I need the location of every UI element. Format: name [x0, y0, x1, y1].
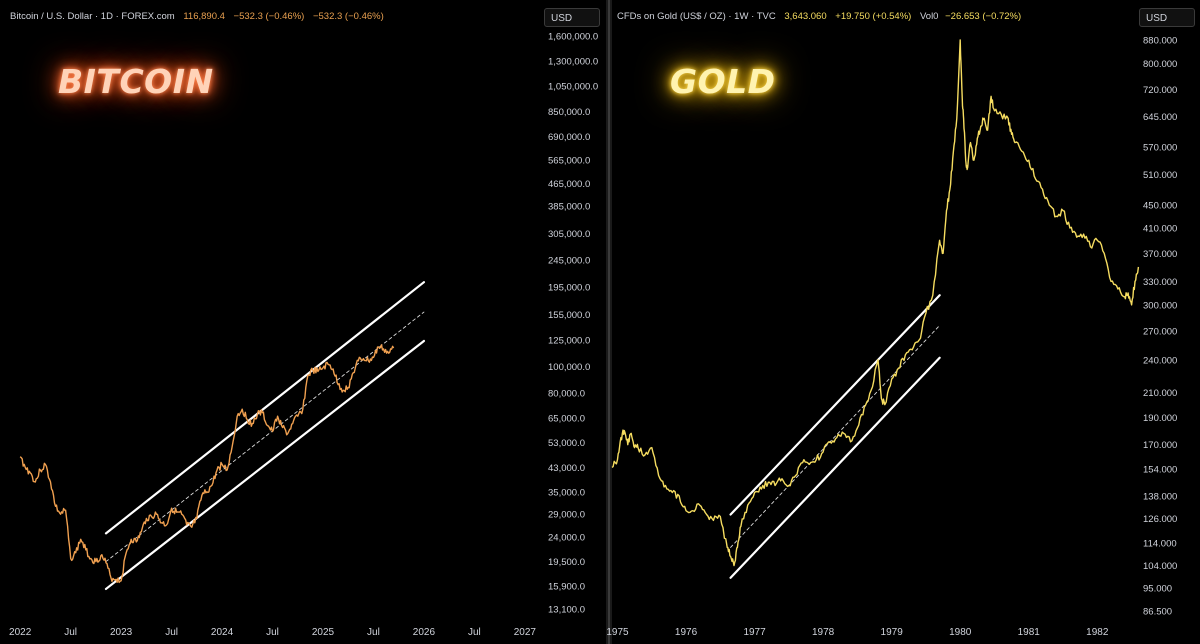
btc-x-tick-label: Jul	[468, 627, 481, 638]
gold-y-tick-label: 95.000	[1143, 583, 1172, 594]
gold-y-tick-label: 126.000	[1143, 514, 1177, 525]
gold-x-tick-label: 1982	[1086, 627, 1109, 638]
btc-y-tick-label: 35,000.0	[548, 487, 585, 498]
bitcoin-chart-panel	[0, 0, 606, 644]
gold-y-tick-label: 170.000	[1143, 440, 1177, 451]
gold-y-tick-label: 270.000	[1143, 326, 1177, 337]
btc-x-tick-label: 2025	[312, 627, 335, 638]
gold-x-tick-label: 1978	[812, 627, 835, 638]
gold-x-tick-label: 1977	[743, 627, 766, 638]
btc-x-tick-label: 2026	[413, 627, 436, 638]
btc-y-tick-label: 305,000.0	[548, 229, 590, 240]
gold-chart-panel	[612, 0, 1200, 644]
gold-x-tick-label: 1981	[1018, 627, 1041, 638]
gold-channel-mid-dashed-line	[730, 324, 941, 548]
gold-x-tick-label: 1976	[675, 627, 698, 638]
gold-y-tick-label: 570.000	[1143, 142, 1177, 153]
gold-y-tick-label: 138.000	[1143, 492, 1177, 503]
btc-change-2: −532.3 (−0.46%)	[312, 11, 384, 22]
btc-channel-upper-line	[104, 281, 426, 535]
gold-y-tick-label: 720.000	[1143, 85, 1177, 96]
btc-change: −532.3 (−0.46%)	[233, 11, 305, 22]
gold-channel-lower-line	[729, 356, 941, 579]
gold-y-tick-label: 410.000	[1143, 223, 1177, 234]
gold-y-tick-label: 450.000	[1143, 201, 1177, 212]
btc-y-tick-label: 80,000.0	[548, 389, 585, 400]
btc-x-tick-label: 2022	[9, 627, 32, 638]
btc-channel-mid-dashed-line	[105, 311, 425, 563]
bitcoin-neon-title: BITCOIN	[58, 62, 214, 101]
gold-y-tick-label: 645.000	[1143, 112, 1177, 123]
gold-y-tick-label: 300.000	[1143, 300, 1177, 311]
btc-y-tick-label: 1,050,000.0	[548, 82, 598, 93]
btc-y-tick-label: 850,000.0	[548, 107, 590, 118]
btc-y-tick-label: 245,000.0	[548, 255, 590, 266]
btc-x-tick-label: 2024	[211, 627, 234, 638]
btc-y-tick-label: 690,000.0	[548, 132, 590, 143]
gold-y-tick-label: 190.000	[1143, 413, 1177, 424]
gold-header: CFDs on Gold (US$ / OZ) · 1W · TVC 3,643…	[617, 11, 1027, 22]
gold-y-tick-label: 240.000	[1143, 355, 1177, 366]
gold-price-series-line	[611, 39, 1140, 567]
gold-y-tick-label: 510.000	[1143, 170, 1177, 181]
btc-currency-button[interactable]: USD	[544, 8, 600, 27]
gold-y-tick-label: 330.000	[1143, 277, 1177, 288]
gold-vol-change: −26.653 (−0.72%)	[945, 11, 1022, 22]
panel-divider[interactable]	[606, 0, 612, 644]
btc-y-tick-label: 24,000.0	[548, 532, 585, 543]
btc-symbol[interactable]: Bitcoin / U.S. Dollar · 1D · FOREX.com	[10, 11, 175, 22]
btc-y-tick-label: 1,600,000.0	[548, 32, 598, 43]
gold-y-tick-label: 114.000	[1143, 539, 1177, 550]
btc-price: 116,890.4	[183, 11, 225, 22]
gold-change: +19.750 (+0.54%)	[835, 11, 912, 22]
gold-symbol[interactable]: CFDs on Gold (US$ / OZ) · 1W · TVC	[617, 11, 776, 22]
btc-y-tick-label: 100,000.0	[548, 362, 590, 373]
btc-y-tick-label: 1,300,000.0	[548, 56, 598, 67]
btc-y-tick-label: 13,100.0	[548, 605, 585, 616]
btc-y-tick-label: 195,000.0	[548, 282, 590, 293]
btc-x-tick-label: Jul	[165, 627, 178, 638]
btc-y-tick-label: 19,500.0	[548, 557, 585, 568]
gold-neon-title: GOLD	[670, 62, 776, 101]
btc-y-tick-label: 15,900.0	[548, 581, 585, 592]
gold-x-tick-label: 1979	[881, 627, 904, 638]
btc-x-tick-label: Jul	[367, 627, 380, 638]
btc-y-tick-label: 385,000.0	[548, 201, 590, 212]
btc-y-tick-label: 43,000.0	[548, 463, 585, 474]
btc-x-tick-label: 2027	[514, 627, 537, 638]
gold-price: 3,643.060	[784, 11, 827, 22]
btc-y-tick-label: 29,000.0	[548, 510, 585, 521]
gold-y-tick-label: 104.000	[1143, 561, 1177, 572]
btc-x-tick-label: Jul	[266, 627, 279, 638]
btc-header: Bitcoin / U.S. Dollar · 1D · FOREX.com 1…	[10, 11, 390, 22]
gold-vol-label: Vol0	[919, 11, 939, 22]
gold-x-tick-label: 1975	[606, 627, 629, 638]
btc-y-tick-label: 125,000.0	[548, 336, 590, 347]
btc-channel-lower-line	[104, 339, 426, 591]
btc-x-tick-label: 2023	[110, 627, 133, 638]
btc-y-tick-label: 565,000.0	[548, 156, 590, 167]
gold-channel-upper-line	[729, 294, 941, 516]
btc-y-tick-label: 65,000.0	[548, 413, 585, 424]
gold-x-tick-label: 1980	[949, 627, 972, 638]
gold-currency-button[interactable]: USD	[1139, 8, 1195, 27]
btc-y-tick-label: 465,000.0	[548, 179, 590, 190]
gold-y-tick-label: 154.000	[1143, 465, 1177, 476]
btc-price-series-line	[19, 344, 395, 584]
gold-y-tick-label: 880.000	[1143, 36, 1177, 47]
gold-y-tick-label: 800.000	[1143, 59, 1177, 70]
gold-y-tick-label: 370.000	[1143, 249, 1177, 260]
btc-y-tick-label: 155,000.0	[548, 310, 590, 321]
btc-y-tick-label: 53,000.0	[548, 438, 585, 449]
btc-x-tick-label: Jul	[64, 627, 77, 638]
gold-y-tick-label: 210.000	[1143, 388, 1177, 399]
gold-y-tick-label: 86.500	[1143, 607, 1172, 618]
